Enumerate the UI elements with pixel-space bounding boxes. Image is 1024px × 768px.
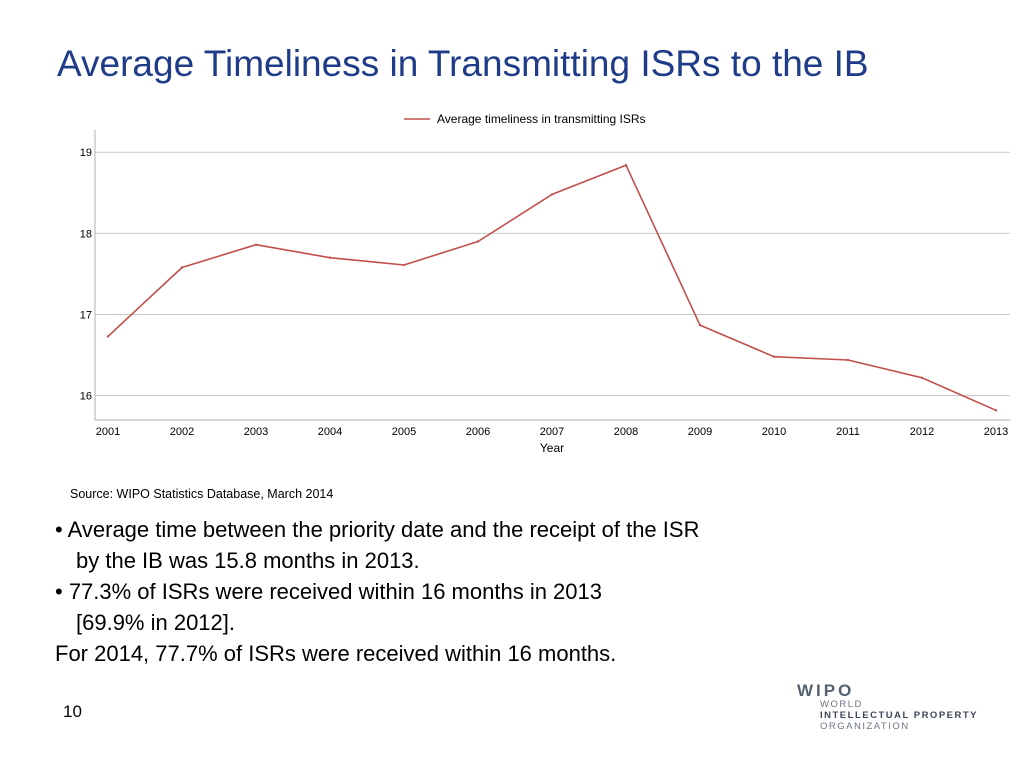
data-point-2007	[550, 193, 554, 196]
slide-title: Average Timeliness in Transmitting ISRs …	[57, 43, 869, 84]
wipo-logo-mark: WIPO	[797, 681, 855, 700]
y-tick-label-17: 17	[80, 310, 92, 322]
x-tick-label-2001: 2001	[96, 426, 120, 438]
series-layer	[106, 164, 998, 412]
bullet-line-1: • Average time between the priority date…	[55, 517, 700, 542]
x-tick-label-2006: 2006	[466, 426, 490, 438]
legend-label-0: Average timeliness in transmitting ISRs	[437, 112, 646, 126]
bullet-list: • Average time between the priority date…	[55, 514, 955, 669]
data-point-2011	[846, 358, 850, 362]
data-point-2004	[328, 256, 332, 259]
x-tick-label-2010: 2010	[762, 426, 786, 438]
tick-labels: 16 17 18 19 2001 2002 2003 2004 2005 2006 2007 2008…	[80, 147, 1008, 438]
data-point-2001	[106, 335, 110, 338]
data-point-2005	[402, 263, 406, 267]
x-tick-label-2005: 2005	[392, 426, 416, 438]
data-point-2012	[920, 376, 924, 380]
wipo-logo: WIPO WORLD INTELLECTUAL PROPERTY ORGANIZ…	[797, 682, 978, 732]
data-point-2010	[772, 355, 776, 358]
data-point-2003	[254, 243, 258, 246]
x-tick-label-2004: 2004	[318, 426, 342, 438]
x-tick-label-2007: 2007	[540, 426, 564, 438]
bullet-line-3: • 77.3% of ISRs were received within 16 …	[55, 579, 602, 604]
x-tick-label-2013: 2013	[984, 426, 1008, 438]
y-tick-label-16: 16	[80, 391, 92, 403]
y-tick-label-19: 19	[80, 147, 92, 159]
line-chart: 16 17 18 19 2001 2002 2003 2004 2005 2006 2007 2008…	[80, 112, 1010, 455]
gridlines	[95, 151, 1010, 397]
x-tick-label-2003: 2003	[244, 426, 268, 438]
bullet-line-4: [69.9% in 2012].	[76, 610, 236, 635]
bullet-line-5: For 2014, 77.7% of ISRs were received wi…	[55, 641, 617, 666]
data-point-2013	[994, 409, 998, 412]
axes	[94, 130, 1010, 421]
x-tick-label-2009: 2009	[688, 426, 712, 438]
x-tick-label-2008: 2008	[614, 426, 638, 438]
wipo-logo-line-2: INTELLECTUAL PROPERTY	[820, 710, 978, 721]
data-point-2006	[476, 240, 480, 243]
x-axis-label: Year	[540, 441, 564, 455]
wipo-logo-line-3: ORGANIZATION	[820, 721, 910, 732]
wipo-logo-line-1: WORLD	[820, 699, 863, 710]
series-line-0	[107, 164, 997, 412]
page-number: 10	[63, 702, 82, 721]
y-tick-label-18: 18	[80, 228, 92, 240]
legend: Average timeliness in transmitting ISRs	[404, 112, 646, 126]
x-tick-label-2012: 2012	[910, 426, 934, 438]
data-point-2002	[180, 266, 184, 269]
source-note: Source: WIPO Statistics Database, March …	[70, 487, 334, 501]
bullet-line-2: by the IB was 15.8 months in 2013.	[76, 548, 420, 573]
data-point-2008	[624, 164, 628, 167]
data-point-2009	[698, 323, 702, 327]
x-tick-label-2011: 2011	[836, 426, 860, 438]
x-tick-label-2002: 2002	[170, 426, 194, 438]
